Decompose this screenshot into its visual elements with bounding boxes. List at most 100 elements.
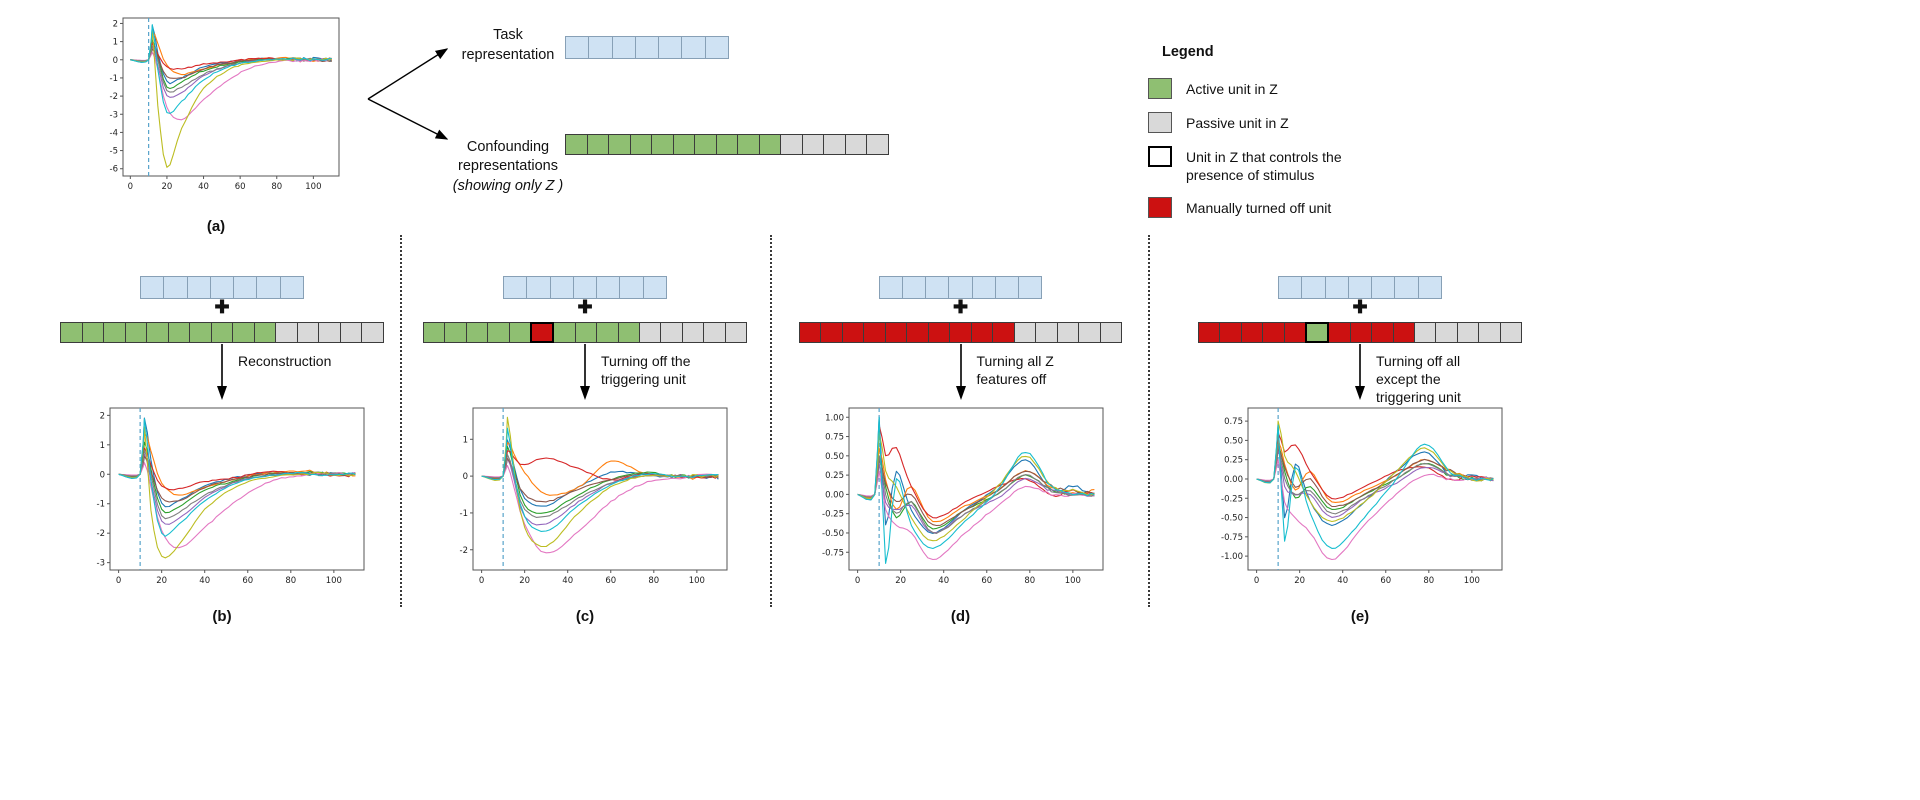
task-unit-cell (1394, 276, 1419, 299)
turned-off-z-unit-cell (1328, 322, 1351, 343)
svg-text:-2: -2 (97, 529, 105, 539)
active-z-unit-cell (167, 322, 191, 343)
task-unit-cell (565, 36, 590, 59)
svg-text:20: 20 (895, 576, 906, 586)
task-unit-cell (163, 276, 188, 299)
svg-text:0.50: 0.50 (825, 452, 844, 462)
svg-text:-4: -4 (110, 128, 118, 138)
task-unit-cell (256, 276, 281, 299)
legend-items: Active unit in Z Passive unit in Z Unit in… (1148, 78, 1448, 219)
task-unit-cell (140, 276, 165, 299)
active-z-unit-cell (60, 322, 83, 343)
task-unit-cell (634, 36, 660, 59)
confounding-representations-label: Confounding representations (showing onl… (434, 118, 582, 216)
task-unit-cell (901, 276, 927, 299)
passive-z-unit-cell (275, 322, 298, 343)
passive-z-unit-cell (1414, 322, 1437, 343)
panel-caption: Turning off the triggering unit (601, 353, 691, 388)
plus-icon: ✚ (1352, 297, 1368, 317)
svg-text:0: 0 (100, 470, 105, 480)
turned-off-z-unit-cell (1283, 322, 1307, 343)
down-arrow-icon (1355, 344, 1365, 400)
down-arrow-icon (217, 344, 227, 400)
turned-off-z-unit-cell (970, 322, 994, 343)
panel-c: ✚ Turning off the triggering unit 1 0 -1 -2… (410, 268, 760, 653)
svg-text:60: 60 (242, 576, 253, 586)
turned-off-z-unit-cell (927, 322, 951, 343)
active-z-unit-cell (146, 322, 169, 343)
svg-text:0: 0 (116, 576, 121, 586)
svg-text:20: 20 (162, 182, 173, 192)
triggering-unit-cell-active (1305, 322, 1330, 343)
svg-text:0: 0 (479, 576, 484, 586)
task-representation-row (503, 276, 667, 299)
task-unit-cell (1301, 276, 1326, 299)
active-z-unit-cell (508, 322, 532, 343)
task-unit-cell (279, 276, 304, 299)
turned-off-z-unit-cell (1392, 322, 1416, 343)
svg-text:20: 20 (1294, 576, 1305, 586)
passive-z-unit-cell (801, 134, 825, 155)
panel-separator (1148, 235, 1150, 607)
svg-text:-1: -1 (110, 74, 118, 84)
branch-arrows-icon (367, 48, 449, 140)
task-unit-cell (1371, 276, 1396, 299)
task-unit-cell (596, 276, 621, 299)
passive-z-unit-cell (1035, 322, 1058, 343)
panel-caption: Reconstruction (238, 353, 332, 369)
svg-text:0: 0 (1254, 576, 1259, 586)
task-unit-cell (186, 276, 211, 299)
turned-off-z-unit-cell (906, 322, 929, 343)
svg-text:0.25: 0.25 (1224, 456, 1243, 466)
task-unit-cell (233, 276, 258, 299)
z-representation-row (1198, 322, 1523, 343)
plus-icon: ✚ (214, 297, 230, 317)
svg-text:80: 80 (271, 182, 282, 192)
svg-text:100: 100 (1064, 576, 1080, 586)
passive-z-unit-cell (1435, 322, 1458, 343)
svg-text:100: 100 (1464, 576, 1480, 586)
turned-off-z-unit-cell (1219, 322, 1242, 343)
passive-z-unit-cell (318, 322, 341, 343)
passive-z-unit-cell (780, 134, 803, 155)
svg-text:0.00: 0.00 (1224, 475, 1243, 485)
svg-text:100: 100 (326, 576, 342, 586)
legend-item: Manually turned off unit (1148, 197, 1448, 219)
passive-z-unit-cell (1099, 322, 1123, 343)
active-z-unit-cell (629, 134, 653, 155)
task-unit-cell (1018, 276, 1043, 299)
turned-off-z-unit-cell (1262, 322, 1285, 343)
svg-text:60: 60 (235, 182, 246, 192)
task-unit-cell (209, 276, 235, 299)
plus-icon: ✚ (952, 297, 969, 317)
task-unit-cell (948, 276, 973, 299)
legend-title: Legend (1162, 44, 1214, 60)
passive-z-unit-cell (724, 322, 748, 343)
svg-text:-0.25: -0.25 (822, 510, 844, 520)
panel-separator (770, 235, 772, 607)
legend-label: Passive unit in Z (1186, 115, 1289, 131)
active-z-unit-cell (586, 134, 610, 155)
passive-z-unit-cell (844, 134, 868, 155)
svg-text:-1.00: -1.00 (1221, 552, 1243, 562)
task-unit-cell (588, 36, 613, 59)
svg-text:-0.75: -0.75 (1221, 533, 1243, 543)
task-unit-cell (994, 276, 1020, 299)
task-unit-cell (878, 276, 903, 299)
svg-text:0.25: 0.25 (825, 471, 844, 481)
active-z-unit-cell (608, 134, 631, 155)
active-z-unit-cell (253, 322, 277, 343)
turned-off-z-unit-cell (820, 322, 843, 343)
plot-a: 2 1 0 -1 -2 -3 -4 -5 -6 0 20 40 60 80 100 (85, 10, 347, 198)
task-unit-cell (642, 276, 667, 299)
active-z-unit-cell (758, 134, 782, 155)
active-z-unit-cell (565, 134, 588, 155)
svg-text:1: 1 (100, 441, 105, 451)
svg-text:-1: -1 (97, 500, 105, 510)
svg-text:0.50: 0.50 (1224, 436, 1243, 446)
passive-z-unit-cell (866, 134, 889, 155)
active-z-unit-cell (487, 322, 510, 343)
svg-text:-0.25: -0.25 (1221, 494, 1243, 504)
svg-text:60: 60 (981, 576, 992, 586)
passive-z-unit-cell (1478, 322, 1501, 343)
